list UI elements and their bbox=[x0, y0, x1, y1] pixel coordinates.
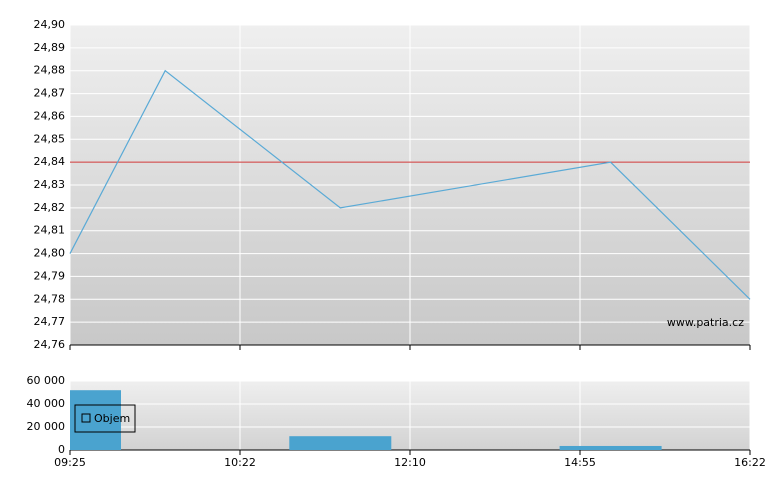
y-tick-label: 24,80 bbox=[34, 247, 66, 260]
y-tick-label: 24,89 bbox=[34, 41, 66, 54]
watermark: www.patria.cz bbox=[667, 316, 744, 329]
volume-bar bbox=[289, 436, 392, 450]
x-tick-label: 14:55 bbox=[564, 456, 596, 469]
y-tick-label: 24,85 bbox=[34, 132, 66, 145]
y-tick-label: 20 000 bbox=[27, 420, 66, 433]
y-tick-label: 24,78 bbox=[34, 292, 66, 305]
y-tick-label: 24,82 bbox=[34, 201, 66, 214]
y-tick-label: 24,83 bbox=[34, 178, 66, 191]
y-tick-label: 24,86 bbox=[34, 109, 66, 122]
x-tick-label: 09:25 bbox=[54, 456, 86, 469]
y-tick-label: 60 000 bbox=[27, 374, 66, 387]
bars bbox=[70, 390, 662, 450]
x-tick-label: 16:22 bbox=[734, 456, 766, 469]
x-tick-label: 10:22 bbox=[224, 456, 256, 469]
legend-box bbox=[74, 404, 136, 433]
y-tick-label: 24,81 bbox=[34, 224, 66, 237]
volume-bar bbox=[559, 445, 662, 450]
y-tick-label: 24,84 bbox=[34, 155, 66, 168]
y-tick-label: 24,90 bbox=[34, 18, 66, 31]
y-tick-label: 24,88 bbox=[34, 64, 66, 77]
y-tick-label: 24,77 bbox=[34, 315, 66, 328]
price-line bbox=[69, 69, 751, 300]
legend-swatch bbox=[81, 413, 91, 423]
y-tick-label: 24,76 bbox=[34, 338, 66, 351]
y-tick-label: 40 000 bbox=[27, 397, 66, 410]
y-tick-label: 24,79 bbox=[34, 269, 66, 282]
x-tick-label: 12:10 bbox=[394, 456, 426, 469]
y-tick-label: 0 bbox=[58, 443, 65, 456]
legend-label: Objem bbox=[94, 412, 130, 425]
volume-bar bbox=[70, 390, 121, 450]
y-tick-label: 24,87 bbox=[34, 87, 66, 100]
